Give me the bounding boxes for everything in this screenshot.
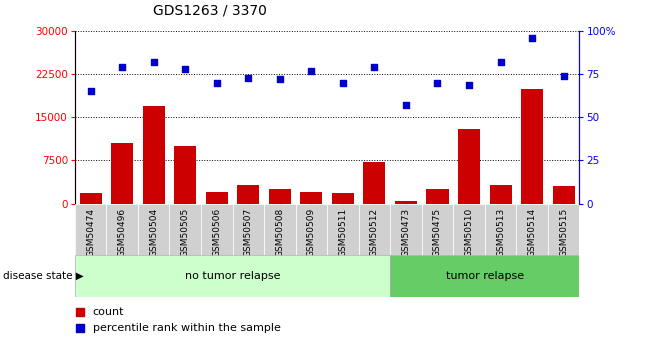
Bar [485, 204, 516, 255]
Point [464, 82, 474, 87]
Point [368, 198, 378, 203]
Bar [232, 204, 264, 255]
Bar [548, 204, 579, 255]
Bar [300, 192, 322, 204]
Point [369, 65, 380, 70]
Bar [138, 204, 169, 255]
Bar [79, 193, 102, 204]
Bar [395, 201, 417, 204]
Text: GSM50475: GSM50475 [433, 208, 442, 257]
Bar [111, 143, 133, 204]
Point [338, 80, 348, 86]
Bar [426, 189, 449, 204]
Point [401, 102, 411, 108]
Bar [516, 204, 548, 255]
Point [212, 80, 222, 86]
Text: GSM50513: GSM50513 [496, 208, 505, 257]
Bar [458, 129, 480, 204]
Point [527, 35, 537, 41]
Text: count: count [92, 307, 124, 317]
Bar [143, 106, 165, 204]
Bar [75, 255, 390, 297]
Bar [174, 146, 196, 204]
Bar [363, 162, 385, 204]
Bar [264, 204, 296, 255]
Bar [75, 204, 106, 255]
Point [275, 77, 285, 82]
Text: GSM50505: GSM50505 [181, 208, 189, 257]
Bar [106, 204, 138, 255]
Point [495, 59, 506, 65]
Bar [269, 189, 291, 204]
Bar [206, 192, 228, 204]
Text: GSM50473: GSM50473 [402, 208, 411, 257]
Text: GSM50511: GSM50511 [339, 208, 348, 257]
Bar [390, 204, 422, 255]
Bar [553, 186, 575, 204]
Bar [359, 204, 390, 255]
Text: no tumor relapse: no tumor relapse [185, 271, 281, 281]
Text: GSM50496: GSM50496 [118, 208, 127, 257]
Bar [521, 89, 543, 204]
Text: GSM50515: GSM50515 [559, 208, 568, 257]
Text: GSM50507: GSM50507 [243, 208, 253, 257]
Point [180, 66, 191, 72]
Point [148, 59, 159, 65]
Text: GSM50506: GSM50506 [212, 208, 221, 257]
Point [306, 68, 316, 73]
Text: disease state ▶: disease state ▶ [3, 271, 84, 281]
Text: GSM50508: GSM50508 [275, 208, 284, 257]
Text: GSM50510: GSM50510 [465, 208, 473, 257]
Text: GSM50512: GSM50512 [370, 208, 379, 257]
Bar [490, 185, 512, 204]
Bar [237, 185, 259, 204]
Bar [422, 204, 453, 255]
Bar [169, 204, 201, 255]
Point [117, 65, 128, 70]
Text: GSM50509: GSM50509 [307, 208, 316, 257]
Bar [453, 204, 485, 255]
Bar [201, 204, 232, 255]
Point [559, 73, 569, 79]
Point [432, 80, 443, 86]
Text: tumor relapse: tumor relapse [446, 271, 524, 281]
Point [368, 47, 378, 53]
Text: GSM50514: GSM50514 [527, 208, 536, 257]
Text: GSM50504: GSM50504 [149, 208, 158, 257]
Point [243, 75, 253, 80]
Bar [332, 193, 354, 204]
Bar [390, 255, 579, 297]
Point [85, 89, 96, 94]
Bar [296, 204, 327, 255]
Bar [327, 204, 359, 255]
Text: GSM50474: GSM50474 [86, 208, 95, 257]
Text: GDS1263 / 3370: GDS1263 / 3370 [153, 3, 267, 17]
Text: percentile rank within the sample: percentile rank within the sample [92, 323, 281, 333]
